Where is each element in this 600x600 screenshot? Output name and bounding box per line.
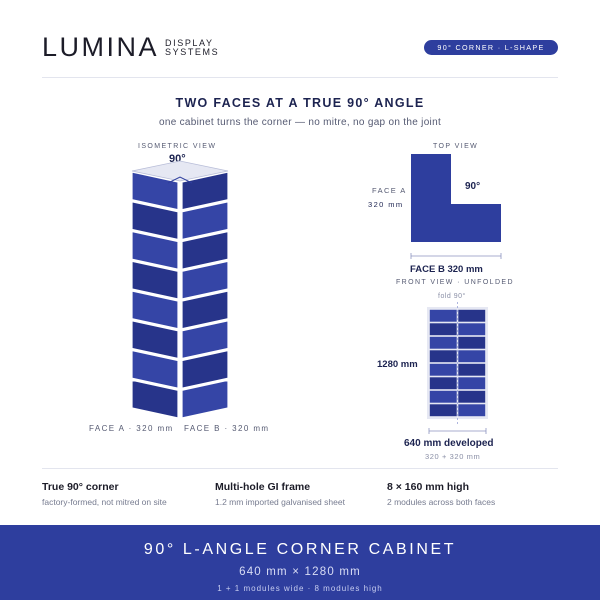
isometric-module-face-b xyxy=(181,260,229,300)
isometric-module-face-a xyxy=(131,379,179,419)
top-view-diagram xyxy=(411,154,501,242)
front-view-module xyxy=(458,363,486,376)
front-view-module xyxy=(458,377,486,390)
isometric-face-a xyxy=(131,171,179,419)
isometric-view-label: ISOMETRIC VIEW xyxy=(138,143,217,150)
isometric-module-face-a xyxy=(131,290,179,330)
top-view-face-a-dimension: 320 mm xyxy=(368,200,404,209)
isometric-angle-marker xyxy=(167,176,193,184)
isometric-module-face-a xyxy=(131,171,179,211)
features-divider xyxy=(42,468,558,469)
front-view-module xyxy=(429,363,457,376)
front-view-developed-sub: 320 + 320 mm xyxy=(425,452,481,461)
isometric-module-face-b xyxy=(181,379,229,419)
front-view-module xyxy=(458,404,486,417)
isometric-module-face-b xyxy=(181,230,229,270)
front-view-height-label: 1280 mm xyxy=(377,359,418,370)
brand-logo: LUMINA DISPLAY SYSTEMS xyxy=(42,34,219,61)
front-view-unfolded-diagram xyxy=(427,302,488,434)
feature-subtitle: 1.2 mm imported galvanised sheet xyxy=(215,497,345,507)
banner-dimensions: 640 mm × 1280 mm xyxy=(239,566,361,578)
brand-subline: DISPLAY SYSTEMS xyxy=(165,37,220,57)
front-view-module xyxy=(458,350,486,363)
brand-subline-1: DISPLAY xyxy=(165,37,214,48)
feature-title: True 90° corner xyxy=(42,481,119,493)
top-view-label: TOP VIEW xyxy=(433,143,479,150)
feature-gi-frame: Multi-hole GI frame 1.2 mm imported galv… xyxy=(215,481,345,507)
isometric-module-face-a xyxy=(131,349,179,389)
isometric-module-face-b xyxy=(181,349,229,389)
banner-module-count: 1 + 1 modules wide · 8 modules high xyxy=(217,584,383,593)
front-view-module xyxy=(429,377,457,390)
isometric-module-face-b xyxy=(181,290,229,330)
isometric-module-face-a xyxy=(131,230,179,270)
top-view-angle-label: 90° xyxy=(465,181,481,192)
feature-subtitle: factory-formed, not mitred on site xyxy=(42,497,167,507)
isometric-module-face-a xyxy=(131,320,179,360)
isometric-cabinet-illustration xyxy=(131,160,229,419)
top-view-face-a-label: FACE A xyxy=(372,186,407,195)
header: LUMINA DISPLAY SYSTEMS 90° CORNER · L-SH… xyxy=(0,0,600,70)
front-view-developed-width: 640 mm developed xyxy=(404,438,494,449)
page-subtitle: one cabinet turns the corner — no mitre,… xyxy=(158,117,442,128)
isometric-module-face-a xyxy=(131,260,179,300)
isometric-face-b xyxy=(181,171,229,419)
isometric-module-face-b xyxy=(181,320,229,360)
isometric-top-cap xyxy=(131,160,229,182)
isometric-module-face-a xyxy=(131,201,179,241)
isometric-face-a-label: FACE A · 320 mm xyxy=(89,424,174,433)
feature-title: Multi-hole GI frame xyxy=(215,481,311,493)
page-title: TWO FACES AT A TRUE 90° ANGLE xyxy=(175,96,425,110)
banner-title: 90° L-ANGLE CORNER CABINET xyxy=(143,541,457,558)
front-view-module xyxy=(429,404,457,417)
front-view-module xyxy=(429,336,457,349)
feature-true-corner: True 90° corner factory-formed, not mitr… xyxy=(42,481,167,507)
product-badge: 90° CORNER · L-SHAPE xyxy=(424,40,558,55)
isometric-module-face-b xyxy=(181,201,229,241)
top-view-dimension-line xyxy=(410,253,502,259)
front-view-module xyxy=(429,309,457,322)
product-banner: 90° L-ANGLE CORNER CABINET 640 mm × 1280… xyxy=(0,525,600,600)
front-view-module xyxy=(458,336,486,349)
front-view-module xyxy=(429,350,457,363)
front-view-module xyxy=(429,390,457,403)
front-view-modules xyxy=(429,309,486,417)
front-view-module xyxy=(458,323,486,336)
brand-name: LUMINA xyxy=(42,32,160,62)
top-view-face-b-label: FACE B 320 mm xyxy=(410,264,483,275)
front-view-module xyxy=(458,390,486,403)
feature-subtitle: 2 modules across both faces xyxy=(387,497,496,507)
front-view-module xyxy=(458,309,486,322)
isometric-face-b-label: FACE B · 320 mm xyxy=(184,424,270,433)
top-view-l-shape xyxy=(411,154,501,242)
front-view-fold-label: fold 90° xyxy=(438,293,466,300)
feature-title: 8 × 160 mm high xyxy=(387,481,469,493)
header-divider xyxy=(42,77,558,78)
feature-module-height: 8 × 160 mm high 2 modules across both fa… xyxy=(387,481,495,507)
front-view-module xyxy=(429,323,457,336)
isometric-module-face-b xyxy=(181,171,229,211)
front-view-label: FRONT VIEW · UNFOLDED xyxy=(396,279,514,286)
brand-subline-2: SYSTEMS xyxy=(165,46,220,57)
